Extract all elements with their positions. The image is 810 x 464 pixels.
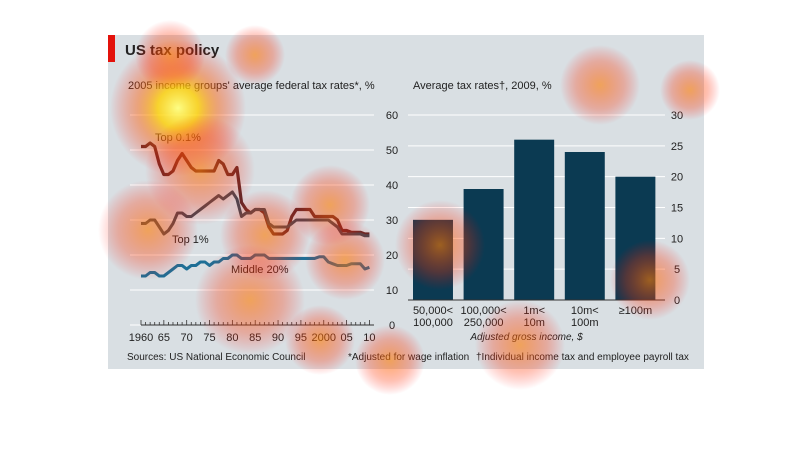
line-chart-xtick-label: 1960 — [129, 332, 153, 344]
line-chart-xtick-label: 75 — [203, 332, 215, 344]
footer-source: Sources: US National Economic Council — [127, 352, 306, 363]
line-chart-xtick-label: 90 — [272, 332, 284, 344]
line-chart-xtick-label: 2000 — [312, 332, 336, 344]
line-chart-ytick-label: 30 — [386, 215, 398, 227]
line-chart-ytick-label: 0 — [389, 320, 395, 332]
line-chart-xtick-label: 65 — [158, 332, 170, 344]
bar-0 — [413, 219, 453, 300]
footer-note-wage-inflation: *Adjusted for wage inflation — [348, 352, 470, 363]
bar-category-label: 250,000 — [464, 317, 504, 329]
bar-chart-xlabel: Adjusted gross income, $ — [469, 332, 583, 343]
series-label-middle-20: Middle 20% — [231, 264, 289, 276]
line-chart-ytick-label: 40 — [386, 180, 398, 192]
bar-chart-ytick-label: 10 — [671, 233, 683, 245]
line-chart-ytick-label: 60 — [386, 110, 398, 122]
line-chart-xtick-label: 10 — [363, 332, 375, 344]
series-label-top-0-1: Top 0.1% — [155, 132, 201, 144]
bar-chart-ytick-label: 30 — [671, 110, 683, 122]
bar-chart-ytick-label: 15 — [671, 203, 683, 215]
bar-category-label: ≥100m — [619, 305, 653, 317]
bar-category-label: 1m< — [523, 305, 545, 317]
bar-chart-title: Average tax rates†, 2009, % — [413, 80, 552, 92]
footer-note-income-tax: †Individual income tax and employee payr… — [476, 352, 689, 363]
line-chart-ytick-label: 50 — [386, 145, 398, 157]
charts-svg: 2005 income groups' average federal tax … — [128, 80, 683, 344]
bar-category-label: 100,000< — [460, 305, 506, 317]
bar-chart-ytick-label: 25 — [671, 141, 683, 153]
bar-category-label: 10m — [523, 317, 544, 329]
bar-2 — [514, 139, 555, 300]
line-series-top-1- — [141, 190, 370, 238]
line-chart-ytick-label: 10 — [386, 285, 398, 297]
line-chart-xtick-label: 05 — [340, 332, 352, 344]
series-label-top-1: Top 1% — [172, 234, 209, 246]
line-chart-title: 2005 income groups' average federal tax … — [128, 80, 375, 92]
line-chart-xtick-label: 80 — [226, 332, 238, 344]
line-chart-xtick-label: 95 — [295, 332, 307, 344]
bar-category-label: 100,000 — [413, 317, 453, 329]
bar-category-label: 100m — [571, 317, 599, 329]
bar-category-label: 50,000< — [413, 305, 453, 317]
bar-chart-ytick-label: 20 — [671, 172, 683, 184]
bar-chart-ytick-label: 0 — [674, 295, 680, 307]
bar-1 — [463, 189, 504, 300]
bar-3 — [564, 152, 605, 300]
line-chart-xtick-label: 85 — [249, 332, 261, 344]
bar-4 — [615, 176, 656, 300]
line-chart-ytick-label: 20 — [386, 250, 398, 262]
chart-figure: US tax policy 2005 income groups' averag… — [108, 35, 704, 369]
bar-chart-ytick-label: 5 — [674, 264, 680, 276]
bar-category-label: 10m< — [571, 305, 599, 317]
line-chart-xtick-label: 70 — [181, 332, 193, 344]
